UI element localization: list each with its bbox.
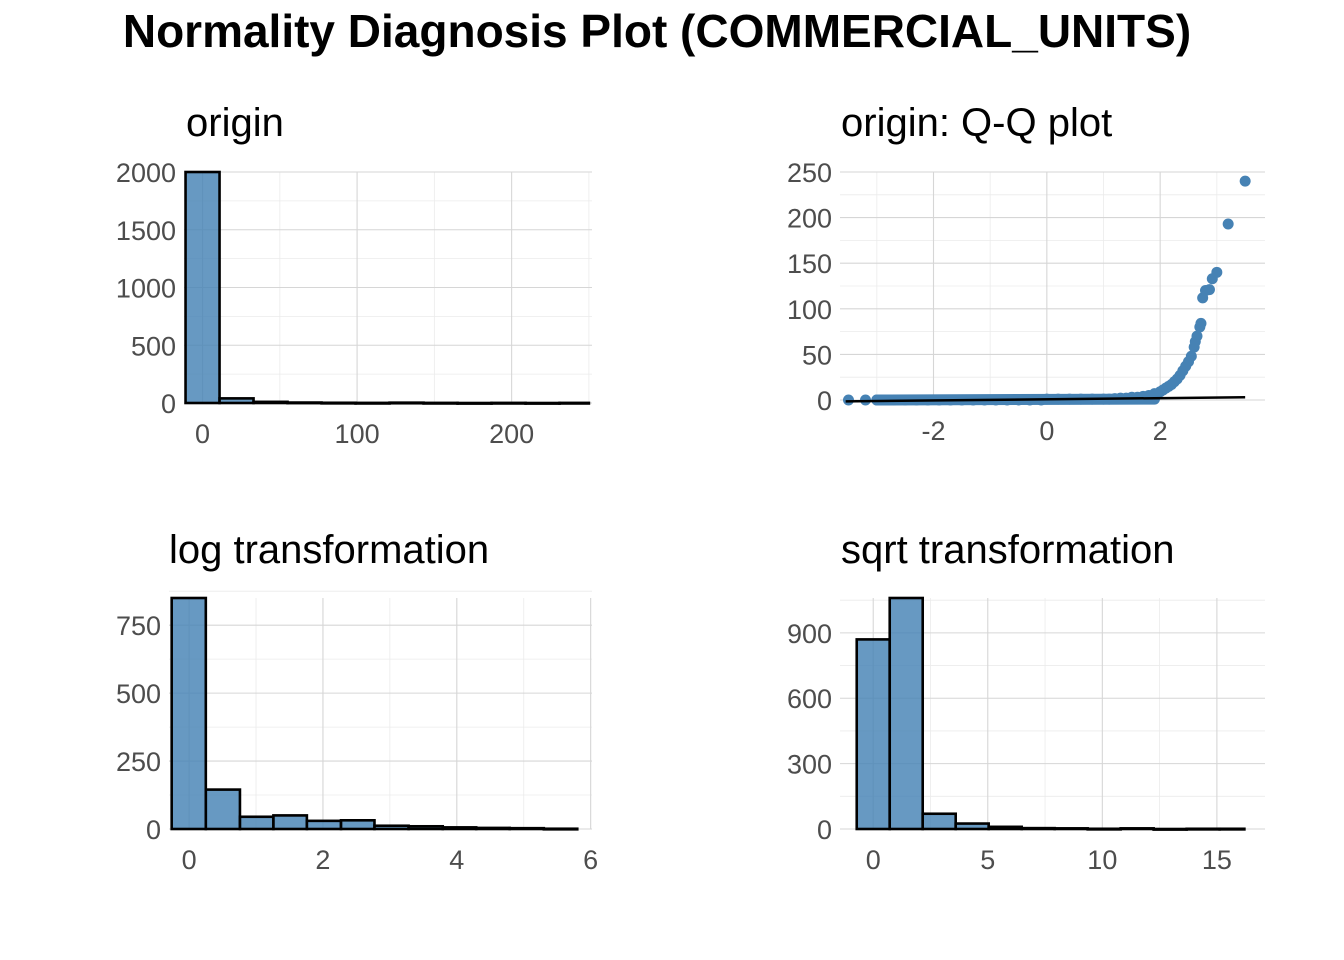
log-panel: 0 250 500 750 0 2 4 6 log transformation	[116, 528, 598, 875]
log-bar	[373, 824, 410, 831]
log-bar	[542, 827, 579, 831]
sqrt-bar	[1020, 826, 1056, 831]
origin-bar	[184, 170, 221, 405]
qq-title: origin: Q-Q plot	[841, 101, 1112, 145]
log-x-tick-label: 2	[315, 845, 330, 875]
sqrt-bar	[1152, 827, 1188, 831]
log-title: log transformation	[169, 528, 489, 572]
qq-y-tick-label: 250	[787, 158, 832, 188]
qq-y-tick-label: 150	[787, 249, 832, 279]
log-bar	[204, 788, 242, 831]
qq-point	[1191, 330, 1203, 342]
origin-y-tick-label: 1500	[116, 216, 176, 246]
log-x-tick-label: 6	[583, 845, 598, 875]
qq-y-tick-label: 0	[817, 386, 832, 416]
log-x-tick-label: 0	[182, 845, 197, 875]
sqrt-bar	[1218, 827, 1246, 831]
origin-y-tick-label: 500	[131, 331, 176, 361]
origin-bar	[320, 401, 357, 405]
log-y-tick-label: 250	[116, 747, 161, 777]
log-bar	[339, 819, 376, 831]
qq-x-tick-label: 2	[1153, 416, 1168, 446]
origin-bar	[490, 401, 527, 405]
sqrt-x-tick-label: 0	[866, 845, 881, 875]
sqrt-x-tick-label: 10	[1087, 845, 1117, 875]
sqrt-y-tick-label: 600	[787, 684, 832, 714]
origin-bar	[456, 401, 493, 405]
qq-y-tick-label: 100	[787, 295, 832, 325]
sqrt-bar	[1185, 827, 1221, 831]
qq-point	[1195, 317, 1207, 329]
qq-point	[1211, 266, 1223, 278]
origin-bar	[218, 397, 255, 405]
sqrt-y-tick-label: 0	[817, 815, 832, 845]
origin-bar	[422, 401, 459, 405]
sqrt-x-tick-label: 15	[1202, 845, 1232, 875]
log-x-tick-label: 4	[449, 845, 464, 875]
qq-point	[843, 394, 854, 406]
sqrt-x-tick-label: 5	[980, 845, 995, 875]
sqrt-title: sqrt transformation	[841, 528, 1174, 572]
log-bar	[170, 596, 208, 831]
sqrt-panel: 0 300 600 900 0 5 10 15 sqrt transformation	[787, 528, 1265, 875]
sqrt-bar	[888, 596, 925, 831]
log-bar	[508, 826, 546, 831]
qq-y-tick-label: 50	[802, 340, 832, 370]
qq-point	[1185, 350, 1197, 362]
log-bar	[272, 814, 309, 831]
qq-panel: 0 50 100 150 200 250 -2 0 2 origin: Q-Q plot	[787, 101, 1265, 446]
log-y-tick-label: 0	[146, 815, 161, 845]
log-y-tick-label: 500	[116, 679, 161, 709]
origin-bar	[252, 400, 289, 405]
qq-x-tick-label: 0	[1039, 416, 1054, 446]
origin-x-tick-label: 200	[489, 419, 534, 449]
log-y-tick-label: 750	[116, 611, 161, 641]
sqrt-bar	[954, 822, 990, 831]
log-bar	[305, 819, 343, 831]
origin-x-tick-label: 0	[195, 419, 210, 449]
sqrt-bar	[921, 812, 958, 831]
sqrt-bar	[1086, 827, 1122, 831]
log-bar	[238, 815, 275, 831]
qq-reference-line	[845, 396, 1246, 403]
qq-point	[1222, 218, 1234, 230]
origin-x-tick-label: 100	[335, 419, 380, 449]
origin-bar	[354, 401, 391, 405]
qq-y-tick-label: 200	[787, 204, 832, 234]
origin-y-tick-label: 0	[161, 389, 176, 419]
origin-panel: 0 500 1000 1500 2000 0 100 200 origin	[116, 101, 592, 449]
log-bar	[474, 826, 511, 831]
sqrt-bar	[987, 825, 1023, 831]
sqrt-bar	[1119, 827, 1155, 831]
origin-title: origin	[186, 101, 284, 145]
main-title: Normality Diagnosis Plot (COMMERCIAL_UNI…	[122, 5, 1192, 57]
origin-bar	[524, 401, 561, 405]
sqrt-bar	[855, 638, 892, 831]
origin-y-tick-label: 1000	[116, 274, 176, 304]
qq-x-tick-label: -2	[921, 416, 945, 446]
qq-point	[1203, 284, 1215, 296]
origin-bar	[286, 401, 323, 405]
log-bar	[441, 826, 478, 831]
log-bar	[407, 824, 445, 831]
origin-bar	[388, 401, 425, 405]
qq-point	[1239, 175, 1251, 187]
origin-bar	[558, 401, 591, 405]
sqrt-y-tick-label: 900	[787, 619, 832, 649]
sqrt-y-tick-label: 300	[787, 750, 832, 780]
origin-y-tick-label: 2000	[116, 158, 176, 188]
sqrt-bar	[1053, 827, 1089, 831]
